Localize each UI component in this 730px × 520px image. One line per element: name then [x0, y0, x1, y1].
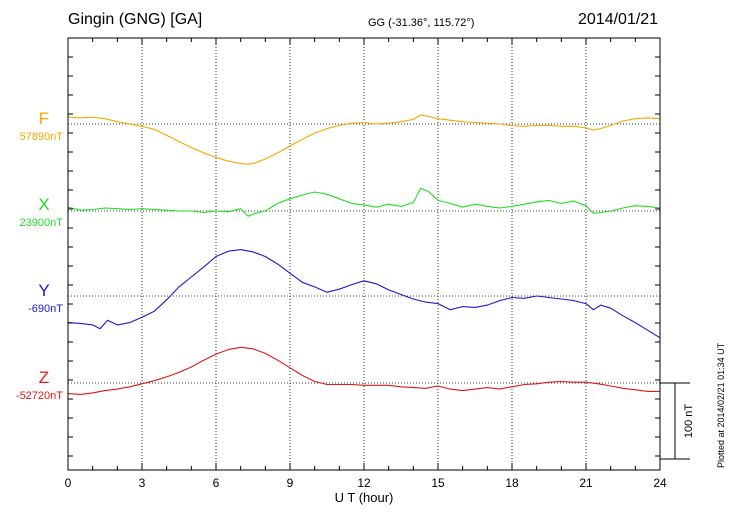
- x-tick-labels: 0 3 6 9 12 15 18 21 24: [65, 476, 667, 490]
- x-tick-label: 3: [139, 476, 146, 490]
- series-name-y: Y: [38, 281, 49, 300]
- x-tick-label: 24: [653, 476, 667, 490]
- grid-lines: [68, 38, 660, 470]
- series-baseline-z: -52720nT: [16, 390, 63, 402]
- data-traces: [67, 114, 661, 395]
- x-tick-label: 12: [357, 476, 371, 490]
- plot-date: 2014/01/21: [578, 11, 659, 28]
- x-tick-label: 15: [431, 476, 445, 490]
- series-baseline-x: 23900nT: [20, 217, 64, 229]
- x-tick-label: 18: [505, 476, 519, 490]
- x-tick-label: 9: [287, 476, 294, 490]
- series-line-f: [67, 114, 661, 165]
- series-baseline-f: 57890nT: [20, 131, 64, 143]
- series-name-x: X: [38, 195, 49, 214]
- x-axis-label: U T (hour): [335, 490, 394, 505]
- scale-bar: 100 nT: [660, 382, 695, 460]
- x-tick-label: 21: [579, 476, 593, 490]
- series-line-z: [67, 346, 660, 395]
- x-tick-label: 6: [213, 476, 220, 490]
- series-name-f: F: [39, 109, 49, 128]
- series-line-y: [67, 249, 661, 339]
- series-baseline-y: -690nT: [28, 303, 63, 315]
- station-title: Gingin (GNG) [GA]: [68, 11, 203, 28]
- x-tick-label: 0: [65, 476, 72, 490]
- scale-bar-label: 100 nT: [683, 404, 695, 439]
- series-line-x: [67, 187, 661, 217]
- series-name-z: Z: [39, 368, 49, 387]
- station-coordinates: GG (-31.36°, 115.72°): [368, 17, 475, 29]
- series-labels: F 57890nT X 23900nT Y -690nT Z -52720nT: [16, 109, 63, 402]
- axis-ticks: [67, 38, 661, 470]
